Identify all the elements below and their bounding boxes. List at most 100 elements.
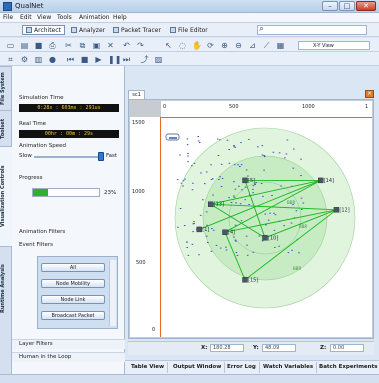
node-icon[interactable] (262, 235, 268, 241)
mobility-marker (219, 176, 221, 178)
node-icon[interactable] (196, 226, 202, 233)
minimize-button[interactable]: – (322, 1, 338, 11)
menu-animation[interactable]: Animation (79, 14, 110, 21)
new-file-icon[interactable]: ▭ (6, 41, 15, 50)
tab-output-window[interactable]: Output Window (170, 362, 226, 373)
mobility-marker (182, 185, 184, 187)
canvas-tab[interactable]: sc1 (128, 90, 145, 99)
mobility-marker (226, 139, 229, 141)
tab-runtime-analysis[interactable]: Runtime Analysis (0, 246, 12, 330)
node-icon[interactable] (222, 229, 228, 235)
canvas-close-icon[interactable]: × (365, 90, 374, 98)
mobility-marker (278, 245, 280, 247)
speed-slider-track[interactable] (34, 156, 102, 158)
measure-icon[interactable]: ⊿ (249, 41, 256, 50)
node-icon[interactable] (333, 207, 340, 213)
undo-icon[interactable]: ↶ (123, 41, 130, 50)
filter-broadcast-packet-button[interactable]: Broadcast Packet (41, 311, 105, 320)
copy-icon[interactable]: ⧉ (79, 41, 86, 50)
cut-icon[interactable]: ✂ (65, 41, 72, 50)
wrench-icon[interactable]: ⚙ (20, 55, 29, 64)
tab-batch-experiments[interactable]: Batch Experiments (316, 362, 379, 373)
mobility-marker (234, 146, 237, 148)
mobility-marker (287, 252, 290, 254)
menu-edit[interactable]: Edit (20, 14, 32, 21)
z-coord-field[interactable]: 0.00 (330, 344, 364, 352)
event-filters-label[interactable]: Event Filters (19, 242, 53, 248)
network-canvas[interactable]: [5] [14] [13] [4] [10] [12] [15] [1] BBR BBR BB… (161, 118, 372, 337)
save-icon[interactable]: ■ (34, 41, 43, 50)
tab-file-system[interactable]: File System (0, 66, 12, 110)
mobility-marker (261, 240, 264, 242)
tab-error-log[interactable]: Error Log (224, 362, 260, 373)
mobility-marker (198, 254, 200, 256)
filter-scrollbar[interactable] (109, 260, 116, 326)
open-folder-icon[interactable]: ▤ (20, 41, 29, 50)
pan-hand-icon[interactable]: ✋ (192, 41, 202, 50)
step-back-icon[interactable]: ⏮ (66, 55, 75, 64)
print-icon[interactable]: ⎙ (49, 41, 56, 50)
network-node[interactable]: [1] (196, 226, 210, 233)
run-icon[interactable]: ● (49, 55, 56, 64)
tab-visualization-controls[interactable]: Visualization Controls (0, 146, 12, 246)
close-button[interactable]: ✕ (356, 1, 376, 11)
paste-icon[interactable]: ▣ (92, 41, 101, 50)
node-icon[interactable] (242, 277, 248, 283)
human-in-loop-row[interactable]: Human in the Loop (12, 352, 125, 362)
chart-icon[interactable]: ▨ (154, 55, 163, 64)
menu-view[interactable]: View (37, 14, 52, 21)
play-icon[interactable]: ▶ (95, 55, 102, 64)
tab-toolset[interactable]: Toolset (0, 110, 12, 146)
speed-slider-thumb[interactable] (98, 152, 104, 161)
mode-analyzer-button[interactable]: Analyzer (67, 25, 109, 35)
filter-all-button[interactable]: All (41, 263, 105, 272)
tab-table-view[interactable]: Table View (128, 362, 169, 373)
rotate-icon[interactable]: ⟳ (207, 41, 214, 50)
zoom-in-icon[interactable]: ⊕ (221, 41, 228, 50)
network-node[interactable]: [15] (242, 277, 259, 283)
build-icon[interactable]: ▥ (34, 55, 43, 64)
mode-packet-tracer-button[interactable]: Packet Tracer (109, 25, 165, 35)
mobility-marker (260, 183, 263, 184)
layer-filters-row[interactable]: Layer Filters (12, 339, 125, 349)
step-forward-icon[interactable]: ⏭ (122, 55, 131, 64)
network-node[interactable]: [12] (333, 207, 350, 213)
menu-file[interactable]: File (3, 14, 14, 21)
pause-icon[interactable]: ❚❚ (108, 55, 122, 64)
zoom-out-icon[interactable]: ⊖ (235, 41, 242, 50)
mode-architect-button[interactable]: Architect (22, 25, 65, 35)
node-icon[interactable] (318, 177, 324, 184)
node-icon[interactable] (242, 177, 248, 184)
network-node[interactable]: [10] (262, 235, 279, 241)
mobility-marker (240, 142, 242, 144)
maximize-button[interactable]: □ (339, 1, 355, 11)
network-node[interactable]: [5] (242, 177, 256, 184)
grid-icon[interactable]: ▦ (276, 41, 285, 50)
network-node[interactable]: [4] (222, 229, 236, 236)
export-icon[interactable]: ⤴ (140, 55, 149, 64)
lasso-icon[interactable]: ◌ (179, 41, 186, 50)
menu-help[interactable]: Help (113, 14, 127, 21)
mobility-marker (192, 182, 194, 184)
x-coord-field[interactable]: 180.28 (210, 344, 244, 352)
select-arrow-icon[interactable]: ↖ (165, 41, 172, 50)
network-node[interactable]: [14] (318, 177, 334, 184)
mode-file-editor-button[interactable]: File Editor (166, 25, 212, 35)
tab-watch-variables[interactable]: Watch Variables (260, 362, 318, 373)
link-tool-icon[interactable]: ⟋ (263, 41, 270, 50)
network-node[interactable]: [13] (208, 201, 224, 208)
filter-node-mobility-button[interactable]: Node Mobility (41, 279, 105, 288)
stop-icon[interactable]: ■ (80, 55, 89, 64)
file-editor-icon (170, 27, 176, 33)
search-input[interactable] (257, 25, 367, 35)
y-coord-field[interactable]: 48.09 (262, 344, 296, 352)
delete-icon[interactable]: ✕ (107, 41, 114, 50)
configure-icon[interactable]: ⌗ (8, 55, 13, 64)
redo-icon[interactable]: ↷ (137, 41, 144, 50)
menu-tools[interactable]: Tools (57, 14, 72, 21)
node-icon[interactable] (208, 201, 214, 207)
mobility-marker (233, 236, 235, 238)
filter-node-link-button[interactable]: Node Link (41, 295, 105, 304)
view-select[interactable]: X-Y View (298, 41, 370, 50)
mobility-marker (213, 229, 215, 231)
